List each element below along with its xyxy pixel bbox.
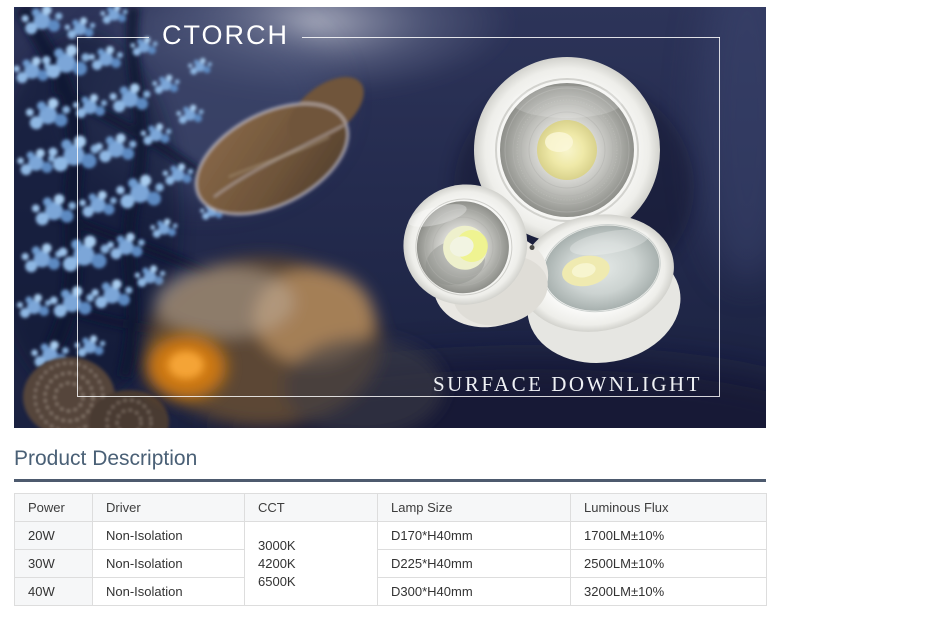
cell-lamp-size-0: D170*H40mm [377,521,571,550]
frost-plant [14,7,224,428]
cct-value-0: 3000K [258,537,296,553]
header-lamp-size: Lamp Size [377,493,571,522]
frame-line-right [302,36,720,38]
downlight-large [474,57,660,243]
cell-power-2: 40W [14,577,93,606]
downlight-left [403,184,549,328]
downlight-right [518,214,681,363]
hero-banner: CTORCH SURFACE DOWNLIGHT [14,7,766,428]
frosted-leaf-upper [194,76,364,216]
table-row: 40W Non-Isolation D300*H40mm 3200LM±10% [14,577,767,606]
cell-driver-0: Non-Isolation [92,521,245,550]
hero-photo [14,7,766,428]
cell-lamp-size-2: D300*H40mm [377,577,571,606]
cell-power-0: 20W [14,521,93,550]
header-driver: Driver [92,493,245,522]
cell-lamp-size-1: D225*H40mm [377,549,571,578]
cell-power-1: 30W [14,549,93,578]
cell-cct: 3000K 4200K 6500K [244,521,378,606]
table-row: 30W Non-Isolation D225*H40mm 2500LM±10% [14,549,767,578]
table-row: 20W Non-Isolation 3000K 4200K 6500K D170… [14,521,767,606]
cell-luminous-flux-0: 1700LM±10% [570,521,767,550]
hero-caption: SURFACE DOWNLIGHT [432,372,702,396]
orange-glow [146,335,226,399]
cct-value-1: 4200K [258,555,296,571]
spec-table: Power Driver CCT Lamp Size Luminous Flux… [14,493,767,606]
cct-value-2: 6500K [258,573,296,589]
cell-driver-2: Non-Isolation [92,577,245,606]
downlights [403,57,694,363]
frame-line-left [77,36,149,38]
cell-driver-1: Non-Isolation [92,549,245,578]
cell-luminous-flux-2: 3200LM±10% [570,577,767,606]
header-cct: CCT [244,493,378,522]
brand-logo: CTORCH [162,20,290,50]
section-divider [14,479,766,482]
hero-frame [77,37,720,397]
frosted-pods [23,357,169,428]
table-header-row: Power Driver CCT Lamp Size Luminous Flux [14,493,767,522]
cell-luminous-flux-1: 2500LM±10% [570,549,767,578]
header-luminous-flux: Luminous Flux [570,493,767,522]
header-power: Power [14,493,93,522]
page-title: Product Description [14,447,198,470]
